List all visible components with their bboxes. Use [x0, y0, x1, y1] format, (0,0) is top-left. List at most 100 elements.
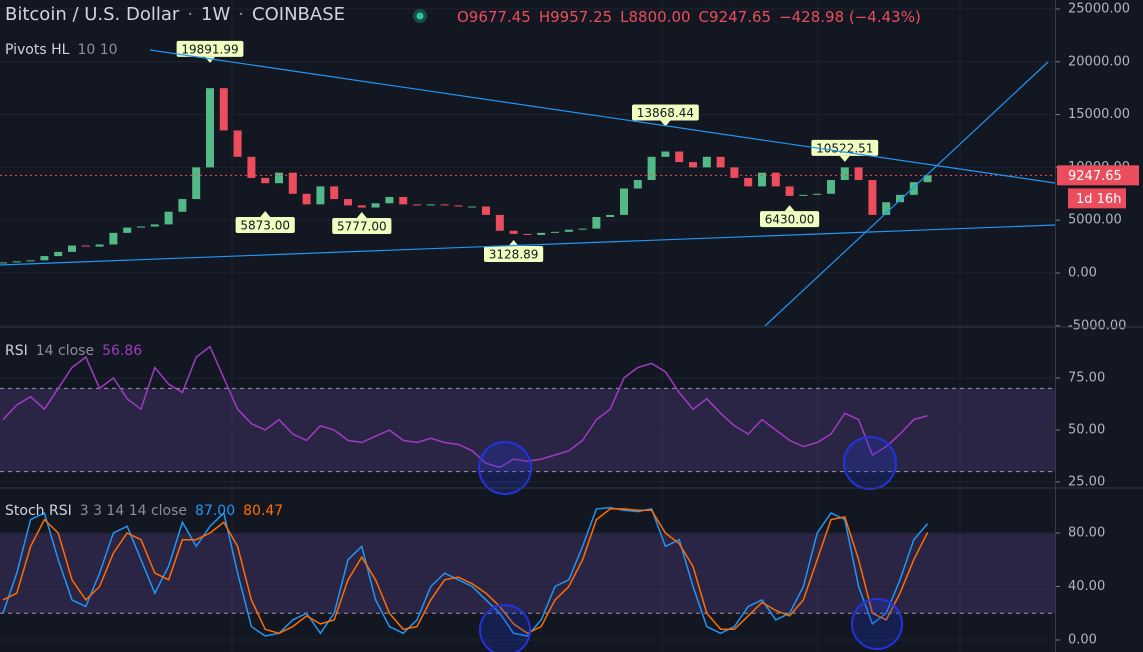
candle [357, 205, 366, 208]
series-line [2, 508, 929, 635]
candle [606, 214, 615, 218]
pivot-pointer [356, 211, 367, 218]
y-tick-label: 50.00 [1068, 422, 1105, 437]
indicator-value: 56.86 [102, 343, 143, 359]
candle [495, 214, 504, 231]
y-tick-label: -5000.00 [1068, 318, 1126, 333]
candle [647, 156, 656, 181]
candle [330, 186, 339, 200]
y-tick-label: 0.00 [1068, 265, 1097, 280]
pivot-box [332, 217, 392, 234]
y-tick-label: 0.00 [1068, 632, 1097, 647]
series-line [2, 345, 928, 469]
change: −428.98 (−4.43%) [779, 8, 921, 26]
candle [564, 229, 573, 232]
price-tag-label: 9247.65 [1068, 169, 1122, 184]
candle [81, 245, 90, 247]
pivot-pointer [784, 205, 795, 212]
candle [150, 224, 159, 227]
pivot-label: 19891.99 [181, 42, 238, 56]
band [0, 532, 1055, 614]
candle [123, 227, 132, 233]
candle [523, 233, 532, 235]
candle [744, 177, 753, 187]
pivot-box [760, 211, 820, 228]
candle [385, 196, 394, 204]
pivot-box [632, 104, 699, 121]
pivots-header: Pivots HL 10 10 [5, 42, 118, 58]
candle [178, 199, 187, 212]
y-tick-label: 25.00 [1068, 475, 1105, 490]
candle [275, 172, 283, 184]
price-tag [1057, 165, 1139, 186]
highlight-circles [478, 436, 903, 652]
indicator-params: 10 10 [77, 42, 118, 58]
pivot-box [484, 245, 544, 262]
panel [0, 345, 1055, 483]
pivot-box [235, 216, 295, 233]
countdown-tag [1068, 188, 1126, 209]
rsi-header: RSI 14 close 56.86 [5, 343, 142, 359]
candle [675, 151, 684, 163]
candle [288, 172, 297, 194]
pivot-label: 5873.00 [240, 218, 290, 232]
y-tick-label: 75.00 [1068, 370, 1105, 385]
pivot-pointer [260, 210, 271, 217]
candle [868, 180, 877, 215]
candle [620, 188, 628, 215]
candle [164, 211, 173, 225]
candle [592, 217, 601, 229]
candle [482, 206, 490, 215]
candle [316, 186, 325, 205]
candle [413, 204, 421, 206]
candle [440, 204, 449, 206]
indicator-name: Pivots HL [5, 42, 70, 58]
symbol: Bitcoin / U.S. Dollar [5, 4, 180, 25]
y-tick-label: 5000.00 [1068, 213, 1122, 228]
candle [0, 262, 7, 264]
indicator-value: 80.47 [243, 503, 284, 519]
candle [813, 193, 822, 195]
candle [468, 206, 477, 208]
y-tick-label: 20000.00 [1068, 54, 1130, 69]
candle [854, 167, 863, 181]
y-tick-label: 80.00 [1068, 525, 1105, 540]
candle [95, 244, 104, 247]
countdown: 1d 16h [1076, 192, 1121, 207]
indicator-params: 3 3 14 14 close [79, 503, 188, 519]
separator: · [238, 4, 245, 25]
candle [371, 203, 380, 208]
panel: 19891.99 5873.00 5777.00 3128.89 13868.44 643… [0, 8, 1055, 326]
candle [109, 232, 118, 245]
candle [730, 167, 739, 178]
candle [882, 202, 891, 215]
interval: 1W [201, 4, 231, 25]
symbol-header: Bitcoin / U.S. Dollar · 1W · COINBASE [5, 4, 345, 25]
candle [840, 167, 849, 181]
indicator-name: Stoch RSI [5, 503, 72, 519]
candle [219, 88, 228, 131]
pivot-label: 6430.00 [765, 213, 815, 227]
y-tick-label: 15000.00 [1068, 107, 1130, 122]
candle [302, 193, 311, 205]
candle [261, 177, 270, 184]
candle [537, 232, 546, 235]
ohlc-header: O9677.45 H9957.25 L8800.00 C9247.65 −428… [457, 8, 921, 26]
indicator-name: RSI [5, 343, 28, 359]
pivot-label: 13868.44 [637, 106, 694, 120]
pivot-label: 5777.00 [337, 219, 387, 233]
y-tick-label: 40.00 [1068, 579, 1105, 594]
candle [454, 205, 463, 207]
candle [716, 156, 725, 168]
close: C9247.65 [698, 8, 772, 26]
candle [426, 204, 435, 206]
candle [702, 156, 711, 168]
status-dot [416, 12, 424, 20]
candle [923, 175, 932, 183]
low: L8800.00 [620, 8, 691, 26]
candle [689, 162, 697, 168]
candle [896, 194, 904, 203]
candle [633, 180, 642, 189]
